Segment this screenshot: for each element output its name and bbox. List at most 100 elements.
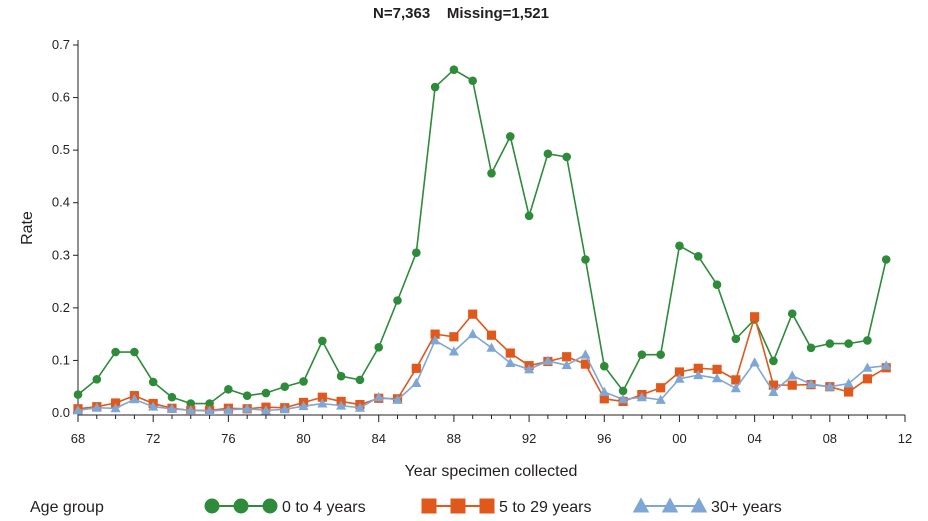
legend-item: 30+ years: [632, 497, 782, 516]
legend-marker: [233, 498, 249, 514]
data-point: [430, 329, 440, 339]
data-point: [355, 375, 365, 385]
data-point: [881, 360, 892, 370]
data-point: [693, 369, 704, 380]
y-tick-label: 0.6: [52, 90, 70, 105]
legend-title: Age group: [30, 499, 104, 516]
data-point: [224, 385, 233, 394]
series-2: [72, 328, 892, 415]
data-point: [393, 296, 402, 305]
data-point: [411, 363, 421, 373]
data-point: [731, 375, 741, 385]
data-point: [824, 381, 835, 391]
y-tick-label: 0.7: [52, 37, 70, 52]
data-point: [749, 357, 760, 367]
y-axis-label: Rate: [19, 211, 36, 245]
data-point: [524, 211, 534, 221]
y-ticks: 0.0 0.1 0.2 0.3 0.4 0.5 0.6 0.7: [52, 37, 78, 420]
data-point: [467, 328, 478, 339]
x-tick-label: 72: [146, 431, 160, 446]
data-point: [599, 386, 610, 396]
data-point: [750, 312, 760, 322]
data-point: [449, 332, 459, 342]
data-point: [110, 402, 121, 413]
data-point: [844, 339, 853, 348]
data-point: [787, 309, 797, 318]
x-tick-label: 84: [371, 431, 385, 446]
data-point: [91, 402, 102, 412]
legend-marker: [479, 498, 495, 514]
data-point: [411, 377, 422, 388]
series-layer: [72, 65, 892, 415]
y-tick-label: 0.5: [52, 142, 70, 157]
data-point: [542, 355, 553, 365]
data-point: [130, 347, 139, 357]
legend-marker: [262, 498, 278, 514]
data-point: [261, 388, 271, 398]
data-point: [675, 241, 684, 251]
legend-marker: [204, 498, 220, 514]
data-point: [693, 363, 703, 373]
data-point: [712, 364, 722, 374]
data-point: [524, 364, 535, 374]
data-point: [505, 348, 515, 358]
data-point: [863, 336, 872, 345]
data-point: [618, 386, 628, 396]
data-point: [881, 255, 891, 264]
data-point: [336, 371, 346, 381]
data-point: [636, 391, 647, 402]
data-point: [280, 382, 290, 392]
legend-marker: [661, 497, 679, 513]
data-point: [862, 362, 873, 372]
data-point: [318, 336, 327, 346]
data-point: [580, 349, 591, 359]
x-ticks: 68 72 76 80 84 88 92 96 00 04 08 12: [71, 415, 912, 446]
data-point: [712, 280, 722, 290]
y-tick-label: 0.3: [52, 247, 70, 262]
x-tick-label: 88: [447, 431, 461, 446]
data-point: [430, 335, 441, 345]
series-line: [77, 333, 887, 412]
data-point: [279, 404, 290, 414]
data-point: [468, 309, 478, 319]
x-tick-label: 00: [672, 431, 686, 446]
data-point: [580, 359, 591, 369]
data-point: [730, 383, 741, 393]
x-tick-label: 96: [597, 431, 611, 446]
data-point: [204, 405, 215, 415]
data-point: [298, 400, 309, 411]
y-tick-label: 0.4: [52, 195, 70, 210]
data-point: [656, 383, 666, 393]
data-point: [336, 400, 347, 410]
data-point: [186, 399, 196, 408]
x-tick-label: 08: [823, 431, 837, 446]
series-1: [73, 309, 891, 415]
data-point: [223, 404, 234, 414]
data-point: [543, 149, 553, 159]
data-point: [242, 391, 252, 400]
data-point: [486, 330, 497, 340]
x-tick-label: 68: [71, 431, 85, 446]
data-point: [111, 347, 120, 357]
legend: Age group 0 to 4 years 5 to 29 years 30+ y…: [30, 497, 782, 516]
data-point: [205, 399, 214, 408]
data-point: [317, 398, 328, 408]
data-point: [674, 373, 685, 383]
data-point: [374, 342, 384, 352]
data-point: [449, 65, 459, 75]
data-point: [599, 361, 609, 371]
x-axis-label: Year specimen collected: [405, 463, 578, 480]
data-point: [825, 339, 835, 348]
legend-marker: [450, 498, 466, 514]
y-tick-label: 0.1: [52, 352, 70, 367]
data-point: [655, 394, 666, 404]
series-0: [73, 65, 891, 408]
data-point: [487, 168, 496, 178]
data-point: [637, 350, 647, 359]
data-point: [731, 334, 741, 344]
data-point: [787, 370, 798, 380]
data-point: [468, 76, 478, 86]
legend-label: 5 to 29 years: [499, 499, 592, 516]
data-point: [562, 152, 571, 162]
